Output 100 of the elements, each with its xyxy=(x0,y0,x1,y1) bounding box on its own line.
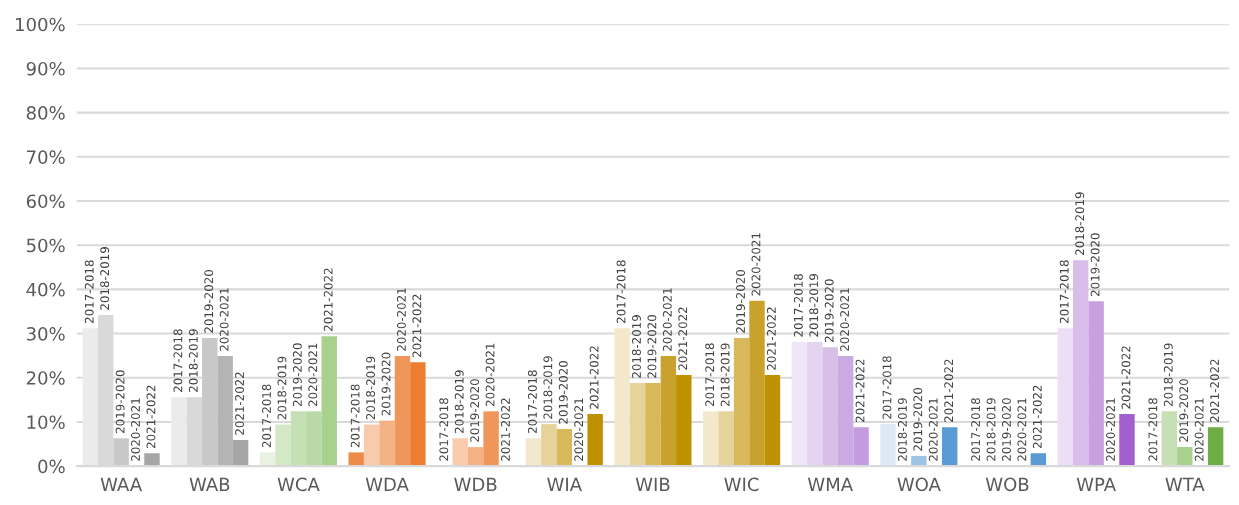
text: 2019-2020 xyxy=(558,361,568,424)
bar xyxy=(703,411,719,467)
y-tick-label: 50% xyxy=(26,238,65,253)
y-tick-label: 30% xyxy=(26,327,65,341)
text: 2021-2022 xyxy=(501,398,510,461)
text: 2021-2022 xyxy=(766,307,776,370)
bar xyxy=(275,424,291,467)
x-tick-label: WDA xyxy=(365,477,409,491)
bar xyxy=(410,362,426,467)
text: 2020-2021 xyxy=(219,288,229,351)
text: 2019-2020 xyxy=(1001,398,1011,461)
x-tick-label: WIB xyxy=(635,477,670,491)
bar xyxy=(306,411,322,467)
bar xyxy=(525,438,542,467)
bar xyxy=(259,452,276,467)
text: 2017-2018 xyxy=(1148,398,1158,461)
text: 2020-2021 xyxy=(131,398,140,461)
bar xyxy=(483,411,499,467)
text: 2021-2022 xyxy=(855,359,865,422)
bar xyxy=(144,453,160,467)
text: 2019-2020 xyxy=(913,387,923,451)
text: 2017-2018 xyxy=(173,329,183,392)
y-tick-label: 90% xyxy=(26,61,65,76)
bar xyxy=(837,356,854,467)
text: 2019-2020 xyxy=(292,343,302,407)
text: 2020-2021 xyxy=(485,343,495,407)
y-tick-label: 40% xyxy=(26,282,65,297)
bar xyxy=(1177,447,1193,467)
bar xyxy=(629,383,646,467)
bar xyxy=(822,347,838,467)
bar xyxy=(171,397,187,467)
text: 2017-2018 xyxy=(616,260,626,323)
bar xyxy=(1057,328,1073,467)
y-tick-label: 80% xyxy=(26,106,65,120)
text: 2018-2019 xyxy=(454,370,464,433)
text: 2021-2022 xyxy=(323,268,333,331)
text: 2018-2019 xyxy=(1163,343,1173,407)
text: 2018-2019 xyxy=(543,356,553,419)
bar xyxy=(363,424,380,467)
text: 2019-2020 xyxy=(647,315,657,378)
text: 2019-2020 xyxy=(736,269,746,333)
x-tick-label: WIA xyxy=(547,477,582,491)
text: 2017-2018 xyxy=(793,273,803,337)
text: 2021-2022 xyxy=(146,385,156,449)
text: 2017-2018 xyxy=(1059,260,1069,323)
x-tick-label: WOA xyxy=(897,477,941,492)
x-tick-label: WCA xyxy=(277,477,320,492)
bar xyxy=(556,429,573,467)
text: 2018-2019 xyxy=(1075,192,1085,255)
bar xyxy=(232,440,249,467)
text: 2019-2020 xyxy=(1179,379,1189,442)
text: 2021-2022 xyxy=(678,307,688,370)
bar xyxy=(1088,301,1104,467)
text: 2017-2018 xyxy=(705,343,715,407)
bar xyxy=(614,328,630,467)
text: 2019-2020 xyxy=(824,279,834,342)
text: 2017-2018 xyxy=(971,398,981,461)
bar xyxy=(321,336,337,467)
text: 2018-2019 xyxy=(632,315,641,378)
text: 2021-2022 xyxy=(412,294,422,357)
text: 2020-2021 xyxy=(1017,398,1027,461)
text: 2020-2021 xyxy=(662,288,672,351)
text: 2019-2020 xyxy=(115,370,125,433)
x-tick-label: WAB xyxy=(189,477,230,491)
bar xyxy=(202,337,218,467)
x-tick-label: WMA xyxy=(807,477,853,491)
y-tick-label: 70% xyxy=(27,150,65,164)
bar xyxy=(749,300,765,467)
bar xyxy=(1119,413,1135,467)
bar xyxy=(587,413,603,467)
text: 2017-2018 xyxy=(439,398,449,461)
bar xyxy=(807,341,823,467)
bar xyxy=(290,411,307,467)
bar xyxy=(880,424,896,467)
text: 2021-2022 xyxy=(1210,359,1220,422)
text: 2017-2018 xyxy=(262,384,271,448)
y-tick-label: 100% xyxy=(16,17,65,32)
bar xyxy=(733,337,750,467)
y-tick-label: 10% xyxy=(27,415,65,430)
text: 2020-2021 xyxy=(308,343,318,407)
bar xyxy=(379,420,395,467)
bar xyxy=(718,411,734,467)
bar xyxy=(676,375,692,467)
text: 2021-2022 xyxy=(1121,346,1131,409)
bar xyxy=(394,356,411,467)
text: 2021-2022 xyxy=(235,372,245,435)
bar xyxy=(911,455,927,467)
x-tick-label: WPA xyxy=(1076,477,1116,491)
text: 2021-2022 xyxy=(944,359,954,422)
bar xyxy=(1030,453,1047,467)
text: 2019-2020 xyxy=(1090,233,1100,297)
y-tick-label: 0% xyxy=(38,459,65,474)
text: 2018-2019 xyxy=(100,247,110,310)
text: 2018-2019 xyxy=(188,329,198,392)
text: 2020-2021 xyxy=(1106,398,1115,461)
bar xyxy=(853,427,869,467)
y-tick-label: 60% xyxy=(26,194,65,209)
bar xyxy=(217,356,233,467)
text: 2018-2019 xyxy=(277,356,287,420)
text: 2021-2022 xyxy=(1032,385,1042,449)
